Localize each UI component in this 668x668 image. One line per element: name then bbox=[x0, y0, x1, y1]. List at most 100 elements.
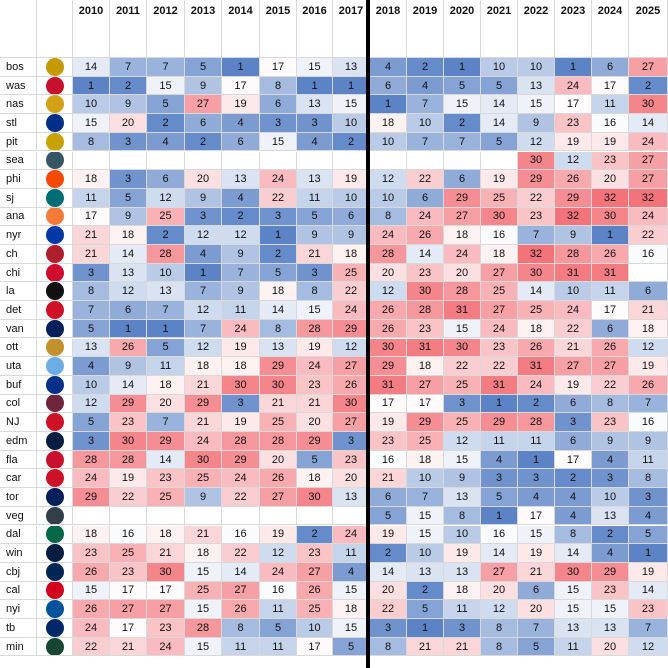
rank-cell[interactable]: 27 bbox=[110, 600, 147, 619]
rank-cell[interactable]: 21 bbox=[297, 394, 333, 414]
rank-cell[interactable]: 17 bbox=[518, 506, 555, 526]
team-code[interactable]: la bbox=[0, 282, 37, 302]
rank-cell[interactable]: 18 bbox=[185, 357, 222, 376]
rank-cell[interactable]: 11 bbox=[518, 432, 555, 451]
rank-cell[interactable]: 19 bbox=[110, 469, 147, 489]
rank-cell[interactable]: 15 bbox=[333, 581, 370, 601]
rank-cell[interactable]: 27 bbox=[592, 357, 629, 376]
rank-cell[interactable]: 2 bbox=[147, 226, 185, 245]
rank-cell[interactable]: 30 bbox=[518, 263, 555, 283]
team-code[interactable]: fla bbox=[0, 450, 37, 470]
rank-cell[interactable]: 4 bbox=[481, 450, 518, 470]
rank-cell[interactable]: 15 bbox=[333, 95, 370, 115]
rank-cell[interactable]: 18 bbox=[481, 245, 518, 264]
rank-cell[interactable]: 26 bbox=[73, 562, 110, 582]
rank-cell[interactable]: 22 bbox=[73, 637, 110, 657]
rank-cell[interactable]: 6 bbox=[407, 188, 444, 208]
rank-cell[interactable]: 20 bbox=[147, 394, 185, 414]
rank-cell[interactable]: 6 bbox=[629, 282, 668, 302]
rank-cell[interactable]: 8 bbox=[73, 132, 110, 152]
rank-cell[interactable]: 5 bbox=[481, 76, 518, 96]
rank-cell[interactable]: 9 bbox=[444, 469, 481, 489]
rank-cell[interactable]: 1 bbox=[333, 76, 370, 96]
rank-cell[interactable]: 23 bbox=[297, 544, 333, 563]
rank-cell[interactable]: 28 bbox=[222, 432, 260, 451]
rank-cell[interactable]: 15 bbox=[185, 562, 222, 582]
rank-cell[interactable]: 13 bbox=[147, 282, 185, 302]
rank-cell[interactable]: 12 bbox=[629, 637, 668, 657]
rank-cell[interactable]: 20 bbox=[185, 170, 222, 189]
rank-cell[interactable]: 6 bbox=[370, 76, 407, 96]
rank-cell[interactable]: 9 bbox=[222, 245, 260, 264]
rank-cell[interactable]: 19 bbox=[370, 413, 407, 432]
rank-cell[interactable]: 19 bbox=[370, 525, 407, 545]
rank-cell[interactable]: 22 bbox=[370, 600, 407, 619]
rank-cell[interactable]: 21 bbox=[260, 394, 297, 414]
rank-cell[interactable]: 9 bbox=[333, 226, 370, 245]
team-code[interactable]: nas bbox=[0, 95, 37, 115]
rank-cell[interactable]: 23 bbox=[407, 263, 444, 283]
rank-cell[interactable]: 8 bbox=[481, 619, 518, 638]
rank-cell[interactable]: 21 bbox=[555, 338, 592, 358]
rank-cell[interactable]: 10 bbox=[407, 114, 444, 133]
rank-cell[interactable]: 7 bbox=[629, 394, 668, 414]
rank-cell[interactable]: 22 bbox=[407, 170, 444, 189]
rank-cell[interactable]: 6 bbox=[185, 114, 222, 133]
rank-cell[interactable]: 10 bbox=[297, 619, 333, 638]
rank-cell[interactable]: 24 bbox=[481, 319, 518, 339]
rank-cell[interactable]: 29 bbox=[260, 357, 297, 376]
rank-cell[interactable]: 9 bbox=[297, 226, 333, 245]
rank-cell[interactable]: 30 bbox=[407, 282, 444, 302]
rank-cell[interactable]: 13 bbox=[333, 58, 370, 77]
rank-cell[interactable]: 20 bbox=[444, 263, 481, 283]
rank-cell[interactable]: 27 bbox=[481, 562, 518, 582]
rank-cell[interactable]: 23 bbox=[555, 114, 592, 133]
rank-cell[interactable]: 9 bbox=[518, 114, 555, 133]
rank-cell[interactable]: 20 bbox=[518, 600, 555, 619]
team-code[interactable]: NJ bbox=[0, 413, 37, 432]
rank-cell[interactable]: 3 bbox=[555, 413, 592, 432]
rank-cell[interactable]: 6 bbox=[518, 581, 555, 601]
rank-cell[interactable]: 6 bbox=[260, 95, 297, 115]
rank-cell[interactable]: 14 bbox=[555, 544, 592, 563]
rank-cell[interactable]: 8 bbox=[592, 394, 629, 414]
rank-cell[interactable]: 24 bbox=[518, 375, 555, 395]
rank-cell[interactable]: 13 bbox=[592, 506, 629, 526]
rank-cell[interactable]: 30 bbox=[297, 488, 333, 507]
rank-cell[interactable] bbox=[370, 151, 407, 171]
rank-cell[interactable]: 5 bbox=[147, 95, 185, 115]
rank-cell[interactable]: 14 bbox=[260, 301, 297, 320]
rank-cell[interactable]: 10 bbox=[73, 375, 110, 395]
rank-cell[interactable]: 23 bbox=[481, 338, 518, 358]
rank-cell[interactable]: 1 bbox=[185, 263, 222, 283]
rank-cell[interactable]: 5 bbox=[147, 338, 185, 358]
rank-cell[interactable]: 14 bbox=[481, 95, 518, 115]
rank-cell[interactable]: 5 bbox=[407, 600, 444, 619]
rank-cell[interactable]: 13 bbox=[518, 76, 555, 96]
rank-cell[interactable]: 31 bbox=[518, 357, 555, 376]
rank-cell[interactable]: 26 bbox=[592, 245, 629, 264]
rank-cell[interactable]: 15 bbox=[444, 319, 481, 339]
rank-cell[interactable]: 29 bbox=[333, 319, 370, 339]
rank-cell[interactable]: 17 bbox=[297, 637, 333, 657]
rank-cell[interactable]: 6 bbox=[222, 132, 260, 152]
rank-cell[interactable]: 18 bbox=[444, 581, 481, 601]
rank-cell[interactable]: 30 bbox=[110, 432, 147, 451]
rank-cell[interactable]: 18 bbox=[444, 226, 481, 245]
rank-cell[interactable]: 22 bbox=[481, 357, 518, 376]
rank-cell[interactable]: 5 bbox=[518, 637, 555, 657]
rank-cell[interactable]: 3 bbox=[260, 114, 297, 133]
team-code[interactable]: tb bbox=[0, 619, 37, 638]
rank-cell[interactable]: 2 bbox=[407, 581, 444, 601]
rank-cell[interactable]: 10 bbox=[73, 95, 110, 115]
rank-cell[interactable]: 4 bbox=[73, 357, 110, 376]
rank-cell[interactable]: 3 bbox=[592, 469, 629, 489]
rank-cell[interactable]: 26 bbox=[370, 301, 407, 320]
rank-cell[interactable]: 28 bbox=[555, 245, 592, 264]
rank-cell[interactable]: 24 bbox=[73, 469, 110, 489]
rank-cell[interactable]: 30 bbox=[555, 562, 592, 582]
rank-cell[interactable]: 18 bbox=[518, 319, 555, 339]
rank-cell[interactable]: 3 bbox=[110, 170, 147, 189]
rank-cell[interactable]: 25 bbox=[407, 432, 444, 451]
rank-cell[interactable]: 28 bbox=[147, 245, 185, 264]
